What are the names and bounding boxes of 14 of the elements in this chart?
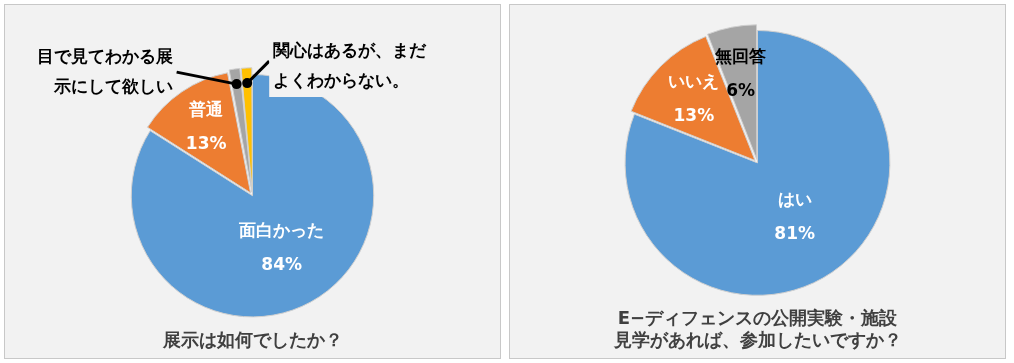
slice-label: 目で見てわかる展示にして欲しい — [36, 45, 173, 96]
data-label: 13% — [185, 132, 227, 153]
text: 展示は如何でしたか？ — [161, 328, 343, 350]
data-label: 84% — [261, 254, 303, 275]
slice-label: はい — [777, 189, 812, 210]
text: E−ディフェンスの公開実験・施設見学があれば、参加したいですか？ — [612, 307, 902, 350]
data-label: 81% — [774, 223, 816, 244]
data-label: 13% — [673, 104, 715, 125]
slice-label: いいえ — [668, 70, 720, 91]
slice-label: 無回答 — [714, 45, 767, 66]
slice-label: 普通 — [188, 98, 224, 119]
slice-label: 面白かった — [238, 220, 325, 241]
slice-label: 関心はあるが、まだよくわからない。 — [273, 39, 428, 90]
data-label: 6% — [726, 79, 756, 100]
